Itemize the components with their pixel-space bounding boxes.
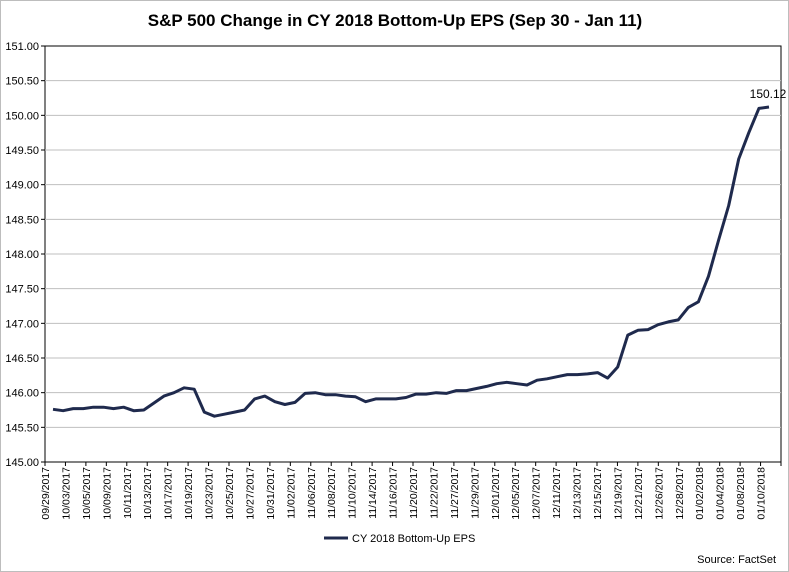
x-tick-label: 11/27/2017 [449,467,461,519]
x-tick-label: 01/10/2018 [756,467,768,520]
x-tick-label: 10/19/2017 [183,467,195,520]
x-tick-label: 10/23/2017 [204,467,216,520]
x-tick-label: 10/05/2017 [81,467,93,520]
y-tick-label: 148.00 [5,249,39,261]
legend: CY 2018 Bottom-Up EPS [324,533,475,545]
x-tick-label: 11/29/2017 [469,467,481,519]
series-layer [52,105,770,418]
x-tick-label: 01/08/2018 [735,467,747,520]
y-axis-ticks: 145.00 145.50 146.00 146.50 147.00 147.50 148.… [5,41,45,469]
x-tick-label: 11/22/2017 [428,467,440,519]
y-tick-label: 148.50 [5,214,39,226]
y-tick-label: 145.00 [5,457,39,469]
y-tick-label: 149.00 [5,180,39,192]
x-tick-label: 01/04/2018 [715,467,727,520]
x-tick-label: 10/17/2017 [163,467,175,520]
x-tick-label: 12/26/2017 [653,467,665,520]
x-tick-label: 12/11/2017 [551,467,563,519]
y-tick-label: 146.00 [5,388,39,400]
x-tick-label: 11/14/2017 [367,467,379,519]
x-tick-label: 12/28/2017 [674,467,686,520]
y-tick-label: 145.50 [5,422,39,434]
y-tick-label: 149.50 [5,145,39,157]
x-tick-label: 10/13/2017 [142,467,154,520]
y-tick-label: 147.50 [5,284,39,296]
x-tick-label: 12/21/2017 [633,467,645,520]
x-tick-label: 10/11/2017 [122,467,134,519]
x-tick-label: 12/01/2017 [490,467,502,520]
y-tick-label: 150.50 [5,76,39,88]
x-tick-label: 11/08/2017 [326,467,338,519]
x-tick-label: 12/05/2017 [510,467,522,520]
chart-title: S&P 500 Change in CY 2018 Bottom-Up EPS … [148,11,642,30]
y-tick-label: 151.00 [5,41,39,53]
x-tick-label: 12/07/2017 [531,467,543,520]
y-tick-label: 147.00 [5,318,39,330]
x-tick-label: 12/15/2017 [592,467,604,520]
legend-label: CY 2018 Bottom-Up EPS [352,533,475,545]
last-value-label: 150.12 [750,87,787,101]
x-tick-label: 11/16/2017 [388,467,400,519]
x-tick-label: 11/20/2017 [408,467,420,519]
x-tick-label: 11/06/2017 [306,467,318,519]
x-tick-label: 10/31/2017 [265,467,277,520]
x-axis-ticks: 09/29/2017 10/03/2017 10/05/2017 10/09/2017… [40,462,782,520]
x-tick-label: 12/13/2017 [572,467,584,520]
x-tick-label: 01/02/2018 [694,467,706,520]
source-note: Source: FactSet [697,554,776,566]
x-tick-label: 11/02/2017 [285,467,297,519]
x-tick-label: 10/25/2017 [224,467,236,520]
x-tick-label: 09/29/2017 [40,467,52,520]
x-tick-label: 11/10/2017 [347,467,359,519]
x-tick-label: 10/03/2017 [60,467,72,520]
series-line [52,105,770,418]
x-tick-label: 12/19/2017 [612,467,624,520]
y-tick-label: 146.50 [5,353,39,365]
x-tick-label: 10/09/2017 [101,467,113,520]
x-tick-label: 10/27/2017 [244,467,256,520]
y-tick-label: 150.00 [5,110,39,122]
